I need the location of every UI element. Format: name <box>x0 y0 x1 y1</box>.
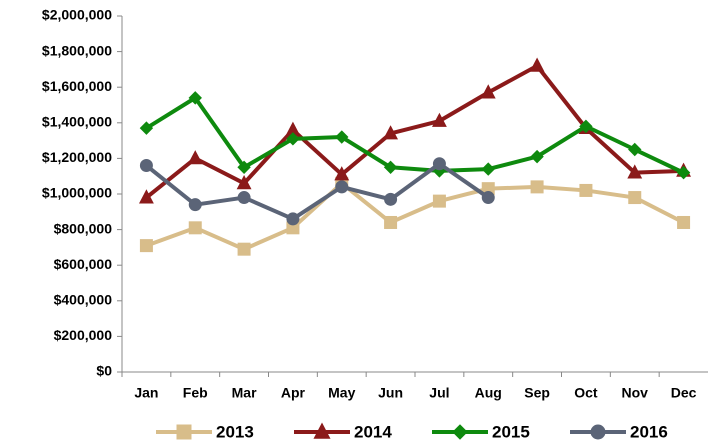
legend-label: 2014 <box>354 422 392 441</box>
point <box>384 215 398 229</box>
point <box>139 121 154 135</box>
series-line <box>145 181 685 252</box>
y-tick-label: $400,000 <box>54 292 113 308</box>
legend-label: 2016 <box>630 422 668 441</box>
point <box>677 215 691 229</box>
point <box>530 149 544 164</box>
point <box>530 180 544 194</box>
y-tick-label: $600,000 <box>54 256 113 272</box>
point <box>481 191 495 205</box>
point <box>335 130 349 144</box>
point <box>286 132 300 146</box>
point <box>590 424 606 440</box>
point <box>579 183 593 197</box>
point <box>628 142 642 157</box>
point <box>139 159 153 173</box>
point <box>432 157 446 171</box>
point <box>313 422 331 439</box>
point <box>139 239 153 253</box>
point <box>187 150 203 165</box>
point <box>529 57 545 72</box>
x-tick-label: Dec <box>671 385 697 401</box>
point <box>188 91 202 105</box>
point <box>579 119 593 134</box>
point <box>286 212 300 226</box>
x-tick-label: Nov <box>622 385 649 401</box>
series-line <box>145 63 684 200</box>
point <box>334 166 350 181</box>
series-line <box>145 161 490 221</box>
legend-label: 2013 <box>216 422 254 441</box>
legend: 2013 2014 2015 2016 <box>156 422 668 441</box>
x-tick-label: May <box>328 385 355 401</box>
point <box>627 164 643 179</box>
point <box>676 165 691 180</box>
point <box>452 424 468 440</box>
x-tick-label: Sep <box>524 385 550 401</box>
point <box>481 162 495 176</box>
y-tick-label: $1,800,000 <box>42 42 112 58</box>
y-tick-label: $2,000,000 <box>42 7 112 23</box>
x-tick-label: Oct <box>574 385 598 401</box>
y-tick-label: $1,200,000 <box>42 149 112 165</box>
point <box>383 125 399 140</box>
point <box>176 424 192 440</box>
x-tick-label: Mar <box>232 385 257 401</box>
point <box>188 198 202 212</box>
point <box>384 192 398 206</box>
point <box>237 242 251 256</box>
point <box>335 180 349 194</box>
point <box>138 189 154 204</box>
x-tick-label: Jun <box>378 385 403 401</box>
point <box>237 160 251 175</box>
x-tick-label: Jan <box>134 385 158 401</box>
y-tick-label: $1,000,000 <box>42 185 112 201</box>
point <box>431 112 447 127</box>
point <box>237 191 251 205</box>
y-tick-label: $200,000 <box>54 327 113 343</box>
x-tick-label: Apr <box>281 385 306 401</box>
series-line <box>145 95 685 175</box>
y-tick-label: $800,000 <box>54 220 113 236</box>
point <box>236 175 252 190</box>
point <box>432 194 446 208</box>
legend-label: 2015 <box>492 422 530 441</box>
y-tick-label: $0 <box>96 363 112 379</box>
y-tick-label: $1,600,000 <box>42 78 112 94</box>
x-tick-label: Jul <box>429 385 449 401</box>
point <box>628 191 642 205</box>
point <box>188 221 202 235</box>
x-tick-label: Feb <box>183 385 208 401</box>
point <box>480 84 496 99</box>
point <box>383 160 398 175</box>
x-tick-label: Aug <box>475 385 502 401</box>
y-tick-label: $1,400,000 <box>42 114 112 130</box>
